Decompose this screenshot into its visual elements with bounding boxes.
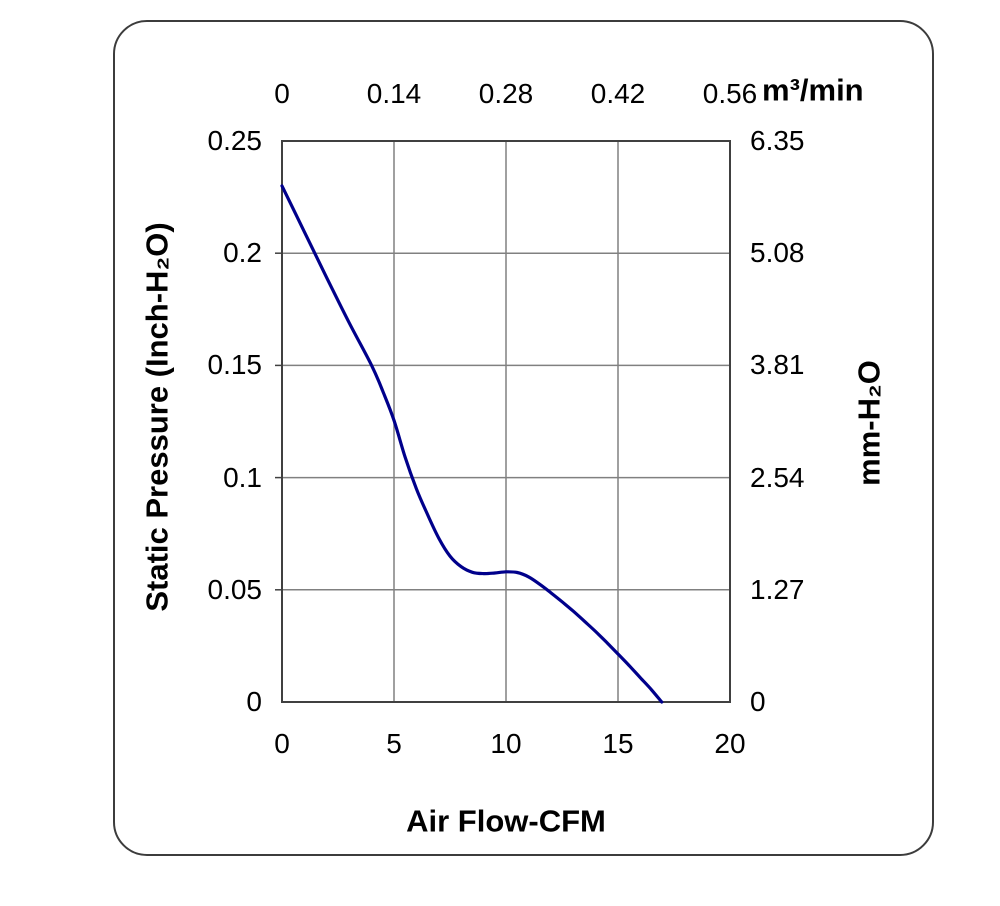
bottom-axis-title: Air Flow-CFM [406, 803, 606, 839]
top-axis-tick-label: 0.28 [478, 78, 534, 109]
right-axis-title: mm-H₂O [851, 360, 887, 486]
bottom-axis-tick-label: 5 [386, 728, 402, 759]
left-axis-tick-label: 0.1 [223, 461, 262, 493]
left-axis-tick-label: 0.25 [207, 125, 263, 156]
top-axis-tick-label: 0.42 [590, 78, 646, 109]
left-axis-tick-label: 0 [246, 686, 262, 717]
left-axis-tick-label: 0.05 [207, 573, 263, 605]
left-axis-tick-label: 0.15 [207, 349, 263, 381]
top-axis-tick-label: 0.14 [366, 78, 422, 109]
top-axis-tick-label: 0 [274, 78, 290, 109]
right-axis-tick-label: 5.08 [750, 237, 805, 269]
left-axis-title: Static Pressure (Inch-H₂O) [139, 222, 175, 612]
rounded-frame-border [113, 20, 934, 856]
bottom-axis-tick-label: 20 [714, 728, 746, 759]
pressure-flow-curve [280, 184, 664, 704]
bottom-axis-tick-label: 15 [602, 728, 634, 759]
top-axis-tick-label: 0.56 [702, 78, 758, 109]
bottom-axis-tick-label: 0 [274, 728, 290, 759]
right-axis-tick-label: 3.81 [750, 349, 805, 381]
right-axis-tick-label: 1.27 [750, 573, 805, 605]
bottom-axis-tick-label: 10 [490, 728, 522, 759]
plot-border [281, 140, 731, 703]
top-axis-unit-label: m³/min [762, 72, 864, 108]
right-axis-tick-label: 0 [750, 686, 766, 717]
left-axis-tick-label: 0.2 [223, 237, 262, 269]
right-axis-tick-label: 6.35 [750, 125, 805, 156]
right-axis-tick-label: 2.54 [750, 461, 805, 493]
